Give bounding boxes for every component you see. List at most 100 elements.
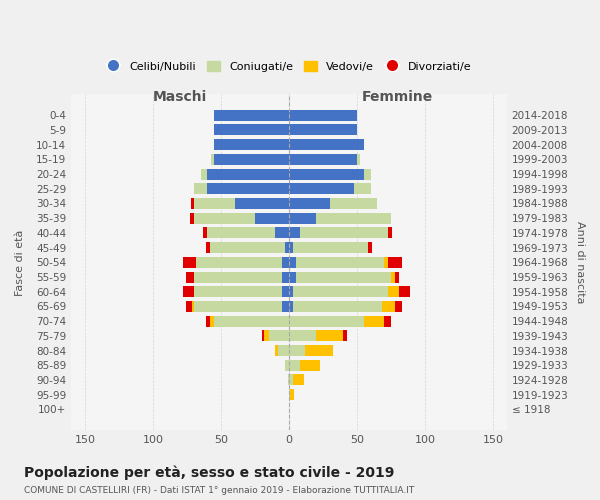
Bar — [305, 345, 332, 356]
Bar — [265, 330, 269, 342]
Bar — [194, 272, 282, 282]
Bar — [191, 198, 194, 209]
Bar — [289, 124, 357, 136]
Bar — [368, 242, 372, 253]
Bar — [214, 154, 289, 165]
Bar — [206, 242, 210, 253]
Bar — [289, 360, 300, 371]
Bar — [289, 257, 296, 268]
Bar — [289, 389, 290, 400]
Bar — [196, 257, 282, 268]
Bar — [282, 257, 289, 268]
Bar — [194, 301, 282, 312]
Bar — [208, 168, 289, 179]
Bar — [208, 228, 275, 238]
Bar — [384, 257, 388, 268]
Bar — [269, 330, 289, 342]
Bar — [193, 301, 194, 312]
Bar — [289, 168, 364, 179]
Bar — [289, 184, 354, 194]
Bar — [289, 154, 357, 165]
Bar — [262, 330, 265, 342]
Bar — [255, 212, 289, 224]
Bar — [289, 212, 316, 224]
Bar — [275, 228, 289, 238]
Bar — [296, 257, 384, 268]
Bar — [289, 272, 296, 282]
Bar — [364, 168, 371, 179]
Bar — [343, 330, 347, 342]
Bar — [364, 316, 384, 326]
Bar — [289, 139, 364, 150]
Bar — [278, 345, 289, 356]
Bar — [282, 301, 289, 312]
Bar — [388, 228, 392, 238]
Bar — [395, 272, 399, 282]
Bar — [183, 286, 194, 297]
Bar — [289, 110, 357, 121]
Bar — [282, 286, 289, 297]
Bar — [214, 110, 289, 121]
Bar — [388, 257, 402, 268]
Bar — [316, 212, 391, 224]
Bar — [194, 198, 235, 209]
Bar — [208, 184, 289, 194]
Bar — [282, 272, 289, 282]
Bar — [206, 316, 210, 326]
Y-axis label: Anni di nascita: Anni di nascita — [575, 221, 585, 304]
Bar — [316, 330, 343, 342]
Bar — [293, 301, 382, 312]
Bar — [399, 286, 410, 297]
Bar — [285, 360, 289, 371]
Bar — [384, 316, 391, 326]
Bar — [185, 272, 194, 282]
Bar — [395, 301, 402, 312]
Text: Maschi: Maschi — [153, 90, 207, 104]
Bar — [289, 228, 300, 238]
Bar — [214, 139, 289, 150]
Legend: Celibi/Nubili, Coniugati/e, Vedovi/e, Divorziati/e: Celibi/Nubili, Coniugati/e, Vedovi/e, Di… — [103, 56, 476, 76]
Y-axis label: Fasce di età: Fasce di età — [15, 229, 25, 296]
Bar — [194, 184, 208, 194]
Bar — [296, 272, 391, 282]
Bar — [285, 242, 289, 253]
Text: Popolazione per età, sesso e stato civile - 2019: Popolazione per età, sesso e stato civil… — [24, 466, 394, 480]
Bar — [289, 345, 305, 356]
Bar — [194, 212, 255, 224]
Bar — [354, 184, 371, 194]
Bar — [293, 242, 368, 253]
Bar — [289, 286, 293, 297]
Bar — [289, 330, 316, 342]
Text: Femmine: Femmine — [362, 90, 433, 104]
Bar — [293, 286, 388, 297]
Bar — [300, 360, 320, 371]
Bar — [214, 124, 289, 136]
Bar — [235, 198, 289, 209]
Bar — [357, 154, 360, 165]
Bar — [200, 168, 208, 179]
Bar — [183, 257, 196, 268]
Bar — [330, 198, 377, 209]
Bar — [185, 301, 193, 312]
Bar — [391, 272, 395, 282]
Bar — [289, 374, 293, 386]
Bar — [194, 286, 282, 297]
Bar — [214, 316, 289, 326]
Bar — [300, 228, 388, 238]
Bar — [211, 154, 214, 165]
Bar — [289, 242, 293, 253]
Bar — [388, 286, 399, 297]
Bar — [382, 301, 395, 312]
Bar — [289, 301, 293, 312]
Bar — [203, 228, 208, 238]
Bar — [290, 389, 295, 400]
Bar — [287, 374, 289, 386]
Bar — [275, 345, 278, 356]
Text: COMUNE DI CASTELLIRI (FR) - Dati ISTAT 1° gennaio 2019 - Elaborazione TUTTITALIA: COMUNE DI CASTELLIRI (FR) - Dati ISTAT 1… — [24, 486, 414, 495]
Bar — [289, 316, 364, 326]
Bar — [289, 198, 330, 209]
Bar — [210, 316, 214, 326]
Bar — [190, 212, 194, 224]
Bar — [293, 374, 304, 386]
Bar — [210, 242, 285, 253]
